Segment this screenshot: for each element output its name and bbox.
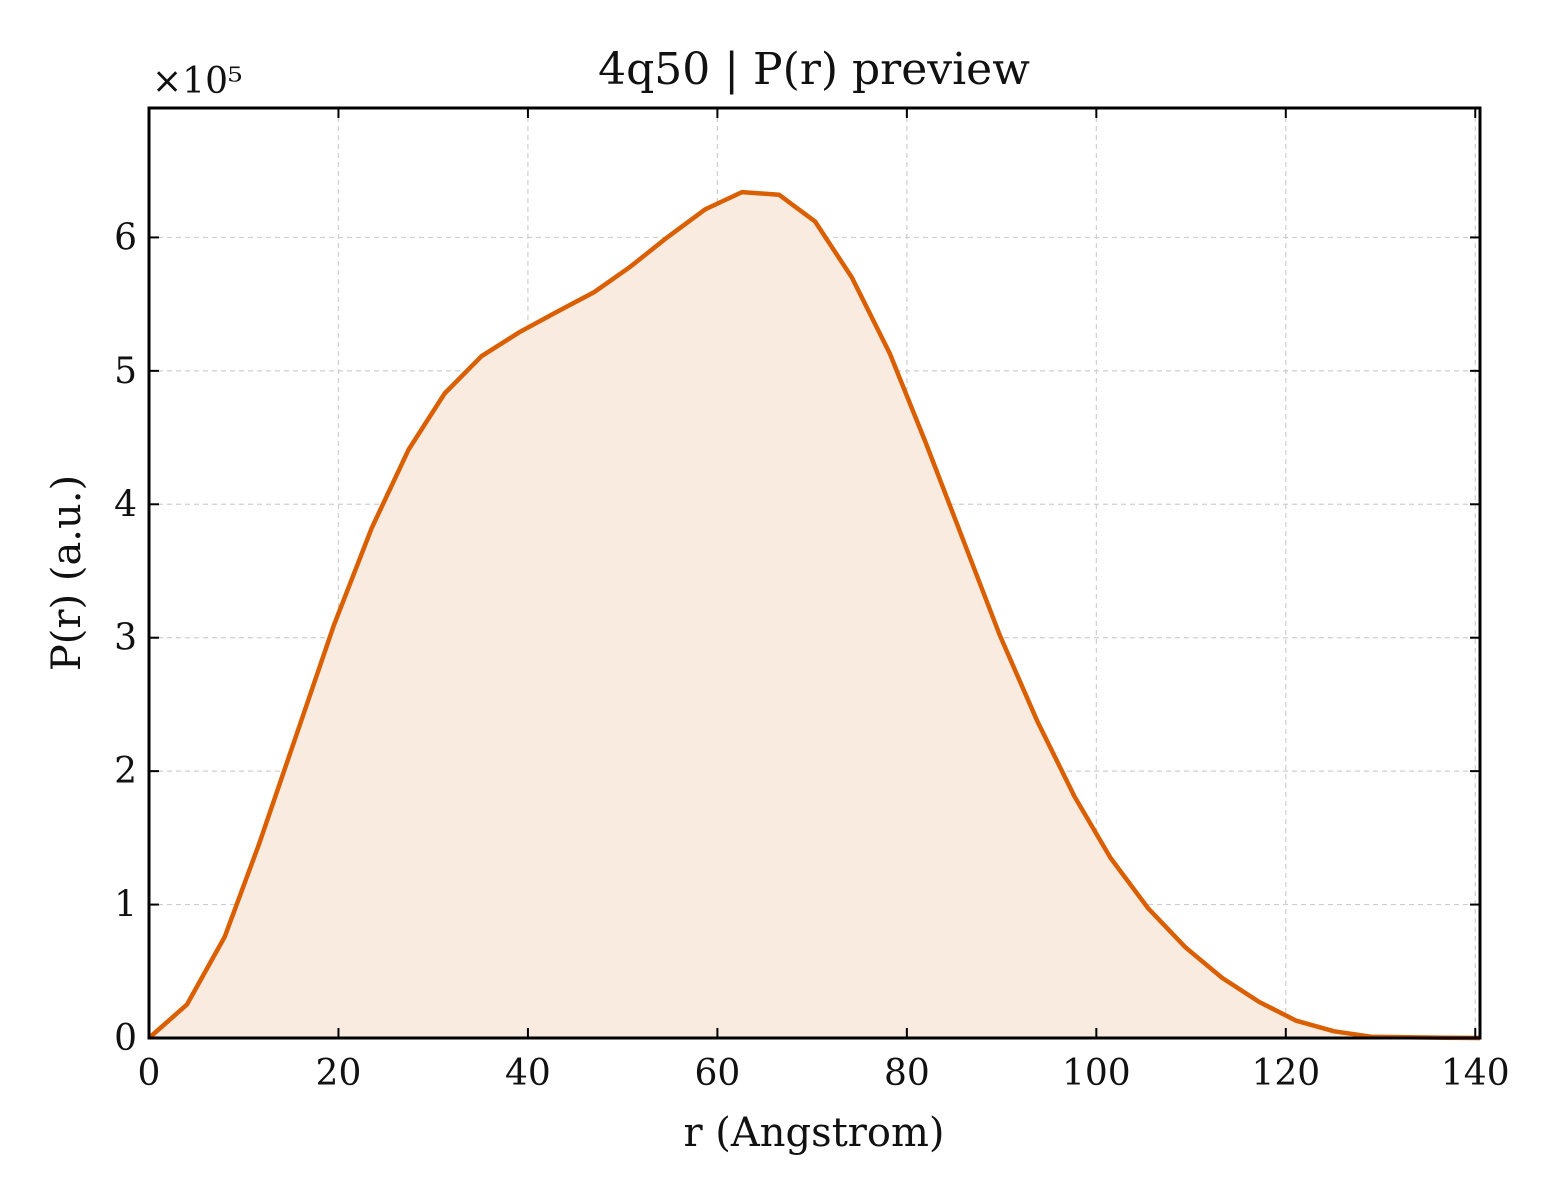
x-tick-label: 100 [1062, 1053, 1131, 1094]
pr-curve-line [147, 189, 1481, 1041]
y-axis-scale-factor: ×10⁵ [152, 61, 242, 102]
pr-area-fill [149, 192, 1480, 1039]
x-tick-label: 60 [694, 1053, 740, 1094]
x-tick-label: 140 [1441, 1053, 1510, 1094]
y-tick-label: 6 [114, 217, 137, 258]
x-axis-label: r (Angstrom) [683, 1110, 944, 1156]
x-tick-label: 80 [884, 1053, 930, 1094]
x-tick-label: 120 [1251, 1053, 1320, 1094]
y-tick-label: 0 [114, 1018, 137, 1059]
x-tick-label: 0 [138, 1053, 161, 1094]
x-tick-label: 20 [316, 1053, 362, 1094]
chart-title: 4q50 | P(r) preview [598, 44, 1030, 95]
y-axis-label: P(r) (a.u.) [44, 475, 90, 671]
y-tick-label: 5 [114, 351, 137, 392]
y-tick-label: 1 [114, 885, 137, 926]
y-tick-label: 3 [114, 618, 137, 659]
y-tick-label: 4 [114, 484, 137, 525]
axis-ticks: 0 20 40 60 80 100 120 140 0 1 2 3 4 5 6 [114, 108, 1510, 1094]
y-tick-label: 2 [114, 751, 137, 792]
x-tick-label: 40 [505, 1053, 551, 1094]
plot-frame [147, 106, 1482, 1040]
